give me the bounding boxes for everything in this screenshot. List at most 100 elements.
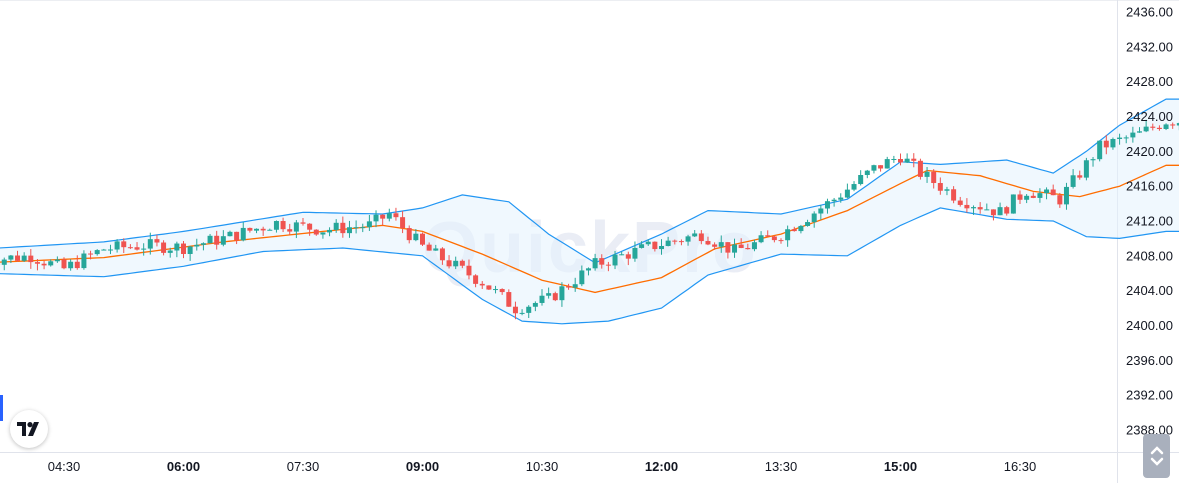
candle-body xyxy=(479,283,485,286)
candle-body xyxy=(353,227,359,229)
candle-body xyxy=(373,214,379,222)
candle-body xyxy=(327,229,333,233)
chevron-up-down-icon[interactable] xyxy=(1143,434,1170,478)
candle-body xyxy=(1010,194,1016,214)
price-tick-label: 2396.00 xyxy=(1126,353,1173,368)
candle-body xyxy=(891,158,897,160)
candle-body xyxy=(745,248,751,250)
candle-body xyxy=(88,253,94,255)
price-axis[interactable]: 2436.00 2432.00 2428.00 2424.00 2420.00 2416.… xyxy=(1126,5,1173,438)
candle-body xyxy=(971,207,977,209)
candle-body xyxy=(632,247,638,259)
candle-body xyxy=(559,286,565,301)
candle-body xyxy=(911,158,917,161)
candle-body xyxy=(512,306,518,314)
candle-body xyxy=(260,228,266,231)
candle-body xyxy=(678,241,684,243)
candle-body xyxy=(625,254,631,259)
candle-body xyxy=(1044,189,1050,194)
candle-body xyxy=(1143,126,1149,132)
candle-body xyxy=(572,284,578,288)
candle-body xyxy=(28,255,34,263)
candle-body xyxy=(94,250,100,255)
candle-body xyxy=(1090,159,1096,161)
candle-body xyxy=(320,232,326,235)
candle-body xyxy=(426,244,432,251)
candle-body xyxy=(439,248,445,261)
candle-body xyxy=(34,262,40,264)
candle-body xyxy=(1137,131,1142,133)
time-tick-label: 06:00 xyxy=(167,459,200,474)
candle-body xyxy=(725,242,731,253)
candle-body xyxy=(798,225,804,232)
candle-body xyxy=(1097,140,1103,160)
candle-body xyxy=(101,249,107,251)
price-tick-label: 2432.00 xyxy=(1126,39,1173,54)
candle-body xyxy=(307,223,313,230)
candle-body xyxy=(705,241,711,245)
candle-body xyxy=(685,236,691,242)
candle-body xyxy=(904,158,910,163)
candle-body xyxy=(1077,175,1083,178)
time-axis[interactable]: 04:30 06:00 07:30 09:00 10:30 12:00 13:30 15:00… xyxy=(48,459,1037,474)
side-panel-tab[interactable] xyxy=(0,395,3,421)
candle-body xyxy=(871,165,877,171)
candle-body xyxy=(605,264,611,266)
time-tick-label: 07:30 xyxy=(287,459,320,474)
price-tick-label: 2408.00 xyxy=(1126,248,1173,263)
candle-body xyxy=(499,289,505,293)
tradingview-logo-icon[interactable] xyxy=(10,410,48,448)
time-tick-label: 12:00 xyxy=(645,459,678,474)
candle-body xyxy=(805,222,811,226)
band-fill xyxy=(0,99,1179,324)
candle-body xyxy=(917,160,923,177)
candle-body xyxy=(360,227,366,229)
candle-body xyxy=(539,295,545,303)
candle-body xyxy=(459,260,465,266)
candle-body xyxy=(659,245,664,250)
candle-body xyxy=(446,260,452,267)
candle-body xyxy=(74,261,80,269)
candle-body xyxy=(493,289,499,291)
candle-body xyxy=(964,204,970,209)
candle-body xyxy=(187,246,193,254)
candle-body xyxy=(293,222,299,232)
candle-body xyxy=(1070,175,1076,187)
time-tick-label: 09:00 xyxy=(406,459,439,474)
candle-body xyxy=(433,248,439,251)
price-tick-label: 2424.00 xyxy=(1126,109,1173,124)
candle-body xyxy=(672,240,678,242)
candle-body xyxy=(811,213,817,223)
candle-body xyxy=(937,183,943,191)
candle-body xyxy=(585,268,591,271)
candle-body xyxy=(579,270,585,285)
candle-body xyxy=(313,229,319,235)
candle-body xyxy=(61,259,67,269)
candle-body xyxy=(1123,137,1129,139)
candle-body xyxy=(420,233,425,245)
lower-band-line xyxy=(0,207,1179,325)
candle-body xyxy=(194,244,200,247)
candle-body xyxy=(818,208,824,214)
candle-body xyxy=(944,189,950,191)
candle-body xyxy=(154,239,160,243)
price-tick-label: 2392.00 xyxy=(1126,388,1173,403)
candle-body xyxy=(413,233,419,241)
candle-body xyxy=(48,261,54,266)
candle-body xyxy=(240,227,246,241)
candle-body xyxy=(1130,132,1136,138)
candle-body xyxy=(174,243,180,251)
candle-body xyxy=(254,228,260,231)
candle-body xyxy=(984,209,990,211)
candle-body xyxy=(692,233,698,237)
time-tick-label: 04:30 xyxy=(48,459,81,474)
candle-body xyxy=(1004,207,1010,214)
candle-body xyxy=(765,235,771,237)
candle-body xyxy=(486,285,492,290)
candlestick-series[interactable] xyxy=(0,119,1179,320)
candle-body xyxy=(234,231,240,241)
candle-body xyxy=(1017,194,1023,200)
candle-body xyxy=(858,175,864,185)
candle-body xyxy=(898,158,903,163)
